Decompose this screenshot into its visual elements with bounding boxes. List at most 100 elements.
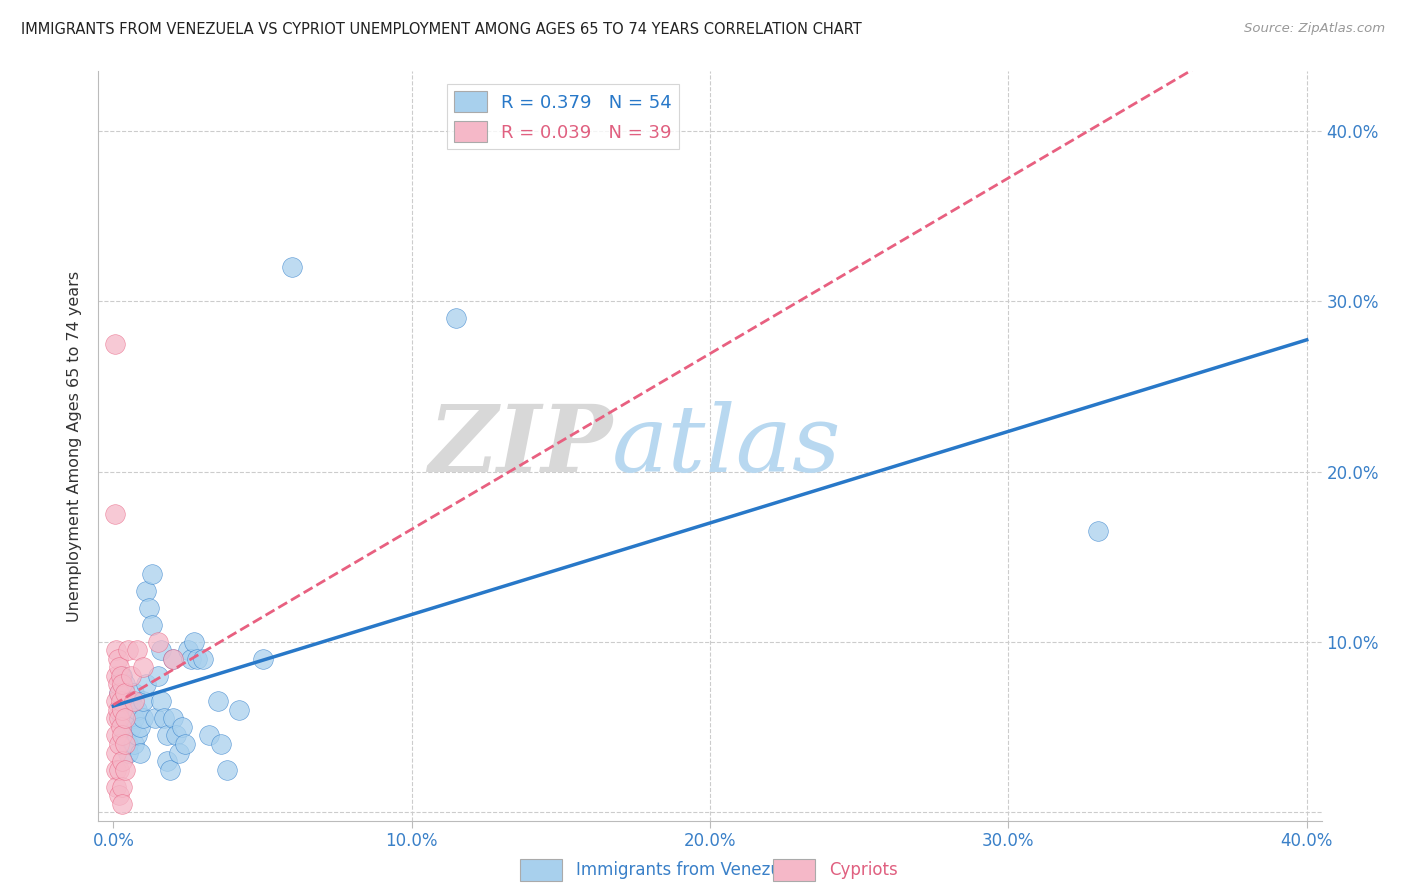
Point <box>111 780 134 794</box>
Point <box>198 729 221 743</box>
Point <box>138 600 160 615</box>
Point <box>186 652 208 666</box>
Point <box>114 703 136 717</box>
Point <box>150 694 173 708</box>
Point <box>122 711 145 725</box>
Point <box>117 711 139 725</box>
Text: Cypriots: Cypriots <box>830 861 898 879</box>
Point <box>132 660 155 674</box>
Point <box>162 711 184 725</box>
Point <box>129 720 152 734</box>
Point <box>117 694 139 708</box>
Point <box>162 652 184 666</box>
Point <box>170 720 193 734</box>
Point <box>117 737 139 751</box>
Point <box>146 669 169 683</box>
Point <box>1087 524 1109 538</box>
Point <box>108 737 131 751</box>
Point <box>146 635 169 649</box>
Point <box>120 669 142 683</box>
Point <box>111 797 134 811</box>
Point <box>165 729 187 743</box>
Point <box>114 711 136 725</box>
Point <box>162 652 184 666</box>
Point <box>209 737 232 751</box>
Point <box>108 686 131 700</box>
Point <box>105 780 128 794</box>
Point <box>105 763 128 777</box>
Point <box>111 754 134 768</box>
Point <box>228 703 250 717</box>
Point <box>108 763 131 777</box>
Point <box>127 703 149 717</box>
Point <box>446 311 468 326</box>
Point <box>104 336 127 351</box>
Text: ZIP: ZIP <box>427 401 612 491</box>
Point <box>153 711 176 725</box>
Point <box>150 643 173 657</box>
Point <box>105 729 128 743</box>
Point <box>141 617 163 632</box>
Point <box>156 754 179 768</box>
Point <box>132 694 155 708</box>
Point <box>156 729 179 743</box>
Point <box>117 746 139 760</box>
Point <box>111 711 134 725</box>
Point <box>135 583 157 598</box>
Point <box>117 643 139 657</box>
Point <box>111 729 134 743</box>
Point <box>141 566 163 581</box>
Point <box>207 694 229 708</box>
Point <box>191 652 214 666</box>
Point <box>114 686 136 700</box>
Point <box>107 677 129 691</box>
Point <box>108 788 131 802</box>
Point <box>180 652 202 666</box>
Point <box>110 669 132 683</box>
Point <box>281 260 304 275</box>
Point <box>177 643 200 657</box>
Point <box>135 677 157 691</box>
Point <box>108 660 131 674</box>
Point <box>105 694 128 708</box>
Point <box>159 763 181 777</box>
Point <box>167 746 190 760</box>
Point <box>127 729 149 743</box>
Point <box>114 729 136 743</box>
Point <box>111 677 134 691</box>
Point <box>105 669 128 683</box>
Point <box>132 711 155 725</box>
Point <box>129 746 152 760</box>
Text: IMMIGRANTS FROM VENEZUELA VS CYPRIOT UNEMPLOYMENT AMONG AGES 65 TO 74 YEARS CORR: IMMIGRANTS FROM VENEZUELA VS CYPRIOT UNE… <box>21 22 862 37</box>
Point <box>252 652 274 666</box>
Point <box>105 711 128 725</box>
Point <box>183 635 205 649</box>
Point <box>111 703 134 717</box>
Point <box>122 694 145 708</box>
Point <box>215 763 238 777</box>
Point <box>120 720 142 734</box>
Point <box>127 643 149 657</box>
Point <box>114 737 136 751</box>
Point <box>110 720 132 734</box>
Text: Source: ZipAtlas.com: Source: ZipAtlas.com <box>1244 22 1385 36</box>
Point <box>105 746 128 760</box>
Point <box>114 763 136 777</box>
Point <box>122 737 145 751</box>
Point <box>120 694 142 708</box>
Point <box>107 703 129 717</box>
Point <box>105 643 128 657</box>
Point <box>110 694 132 708</box>
Point <box>108 711 131 725</box>
Point <box>114 677 136 691</box>
Point <box>111 669 134 683</box>
Point <box>143 711 166 725</box>
Y-axis label: Unemployment Among Ages 65 to 74 years: Unemployment Among Ages 65 to 74 years <box>67 270 83 622</box>
Text: atlas: atlas <box>612 401 842 491</box>
Point <box>107 652 129 666</box>
Point <box>122 686 145 700</box>
Point <box>108 686 131 700</box>
Point <box>174 737 197 751</box>
Legend: R = 0.379   N = 54, R = 0.039   N = 39: R = 0.379 N = 54, R = 0.039 N = 39 <box>447 84 679 149</box>
Text: Immigrants from Venezuela: Immigrants from Venezuela <box>576 861 806 879</box>
